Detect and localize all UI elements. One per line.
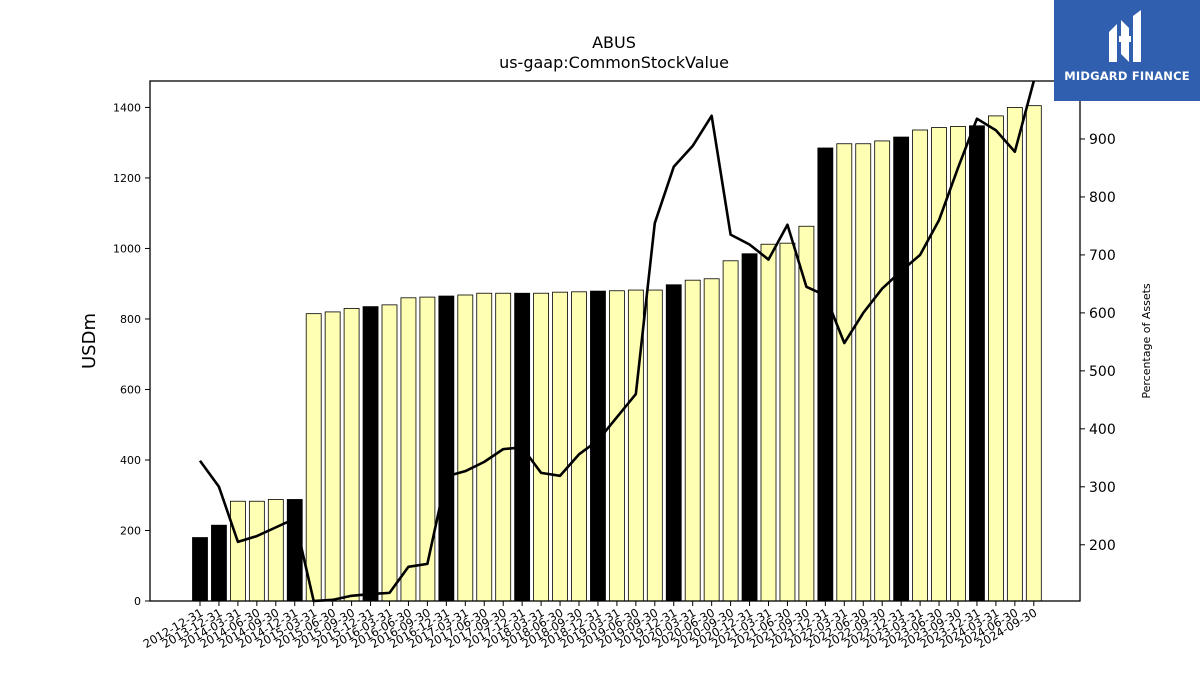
bar [533, 292, 549, 602]
bar [817, 147, 834, 602]
bar [969, 125, 985, 602]
chart-subtitle: us-gaap:CommonStockValue [499, 53, 729, 72]
bar-series [192, 105, 1042, 602]
bar [760, 243, 777, 602]
bar [741, 253, 758, 602]
y-tick-label: 1400 [113, 101, 141, 114]
brand-name: MIDGARD FINANCE [1064, 69, 1190, 83]
chart-title: ABUS [592, 33, 636, 52]
bar [779, 242, 796, 602]
y2-axis-label: Percentage of Assets [1140, 283, 1153, 399]
bar [211, 524, 227, 602]
y-tick-label: 200 [120, 524, 141, 537]
bar [286, 499, 303, 602]
bar [571, 291, 587, 602]
bar [362, 306, 379, 602]
plot-frame [149, 80, 1081, 602]
bar [476, 292, 493, 602]
y2-tick-label: 500 [1089, 364, 1116, 380]
y2-tick-label: 400 [1089, 422, 1116, 438]
percentage-line [198, 80, 1036, 603]
bar [855, 143, 872, 602]
bar [874, 140, 891, 602]
y2-tick-label: 200 [1089, 538, 1116, 554]
bar [931, 127, 947, 602]
bar [665, 284, 682, 602]
y-tick-label: 800 [120, 313, 141, 326]
bar [1025, 105, 1042, 602]
bar [590, 290, 606, 602]
bar [495, 292, 512, 602]
y2-tick-label: 800 [1089, 190, 1116, 206]
midgard-m-logo-icon [1109, 10, 1141, 62]
y-tick-label: 1000 [113, 242, 141, 255]
bar [988, 115, 1004, 602]
bar [438, 295, 455, 602]
bar [343, 307, 360, 602]
bar [419, 296, 436, 602]
y-axis-label: USDm [79, 313, 100, 369]
bar [267, 499, 284, 602]
bar [722, 260, 739, 602]
x-axis: 2012-12-312013-12-312014-03-312014-06-30… [141, 601, 1039, 651]
bar [192, 537, 208, 602]
bar [609, 290, 625, 602]
bar [684, 279, 701, 602]
bar [400, 297, 417, 602]
bar [248, 500, 265, 602]
bar [381, 304, 398, 602]
bar [457, 294, 474, 602]
bar [893, 136, 910, 602]
bar [950, 126, 966, 602]
y-tick-label: 400 [120, 454, 141, 467]
y2-tick-label: 600 [1089, 306, 1116, 322]
y2-axis: 200 300 400 500 600 700 800 900 [1080, 132, 1116, 554]
bar [1006, 107, 1023, 602]
y2-tick-label: 300 [1089, 480, 1116, 496]
brand-logo: MIDGARD FINANCE [1054, 0, 1200, 101]
bar [229, 500, 246, 602]
bar [912, 129, 928, 602]
bar [646, 289, 663, 602]
y-tick-label: 600 [120, 383, 141, 396]
bar [703, 278, 720, 602]
bar [836, 143, 853, 602]
bar [552, 291, 568, 602]
y2-tick-label: 700 [1089, 248, 1116, 264]
y-axis: 0 200 400 600 800 1000 1200 1400 [113, 101, 150, 608]
y-tick-label: 0 [134, 595, 141, 608]
bar [324, 311, 341, 602]
bar [305, 313, 322, 602]
y2-tick-label: 900 [1089, 132, 1116, 148]
y-tick-label: 1200 [113, 172, 141, 185]
